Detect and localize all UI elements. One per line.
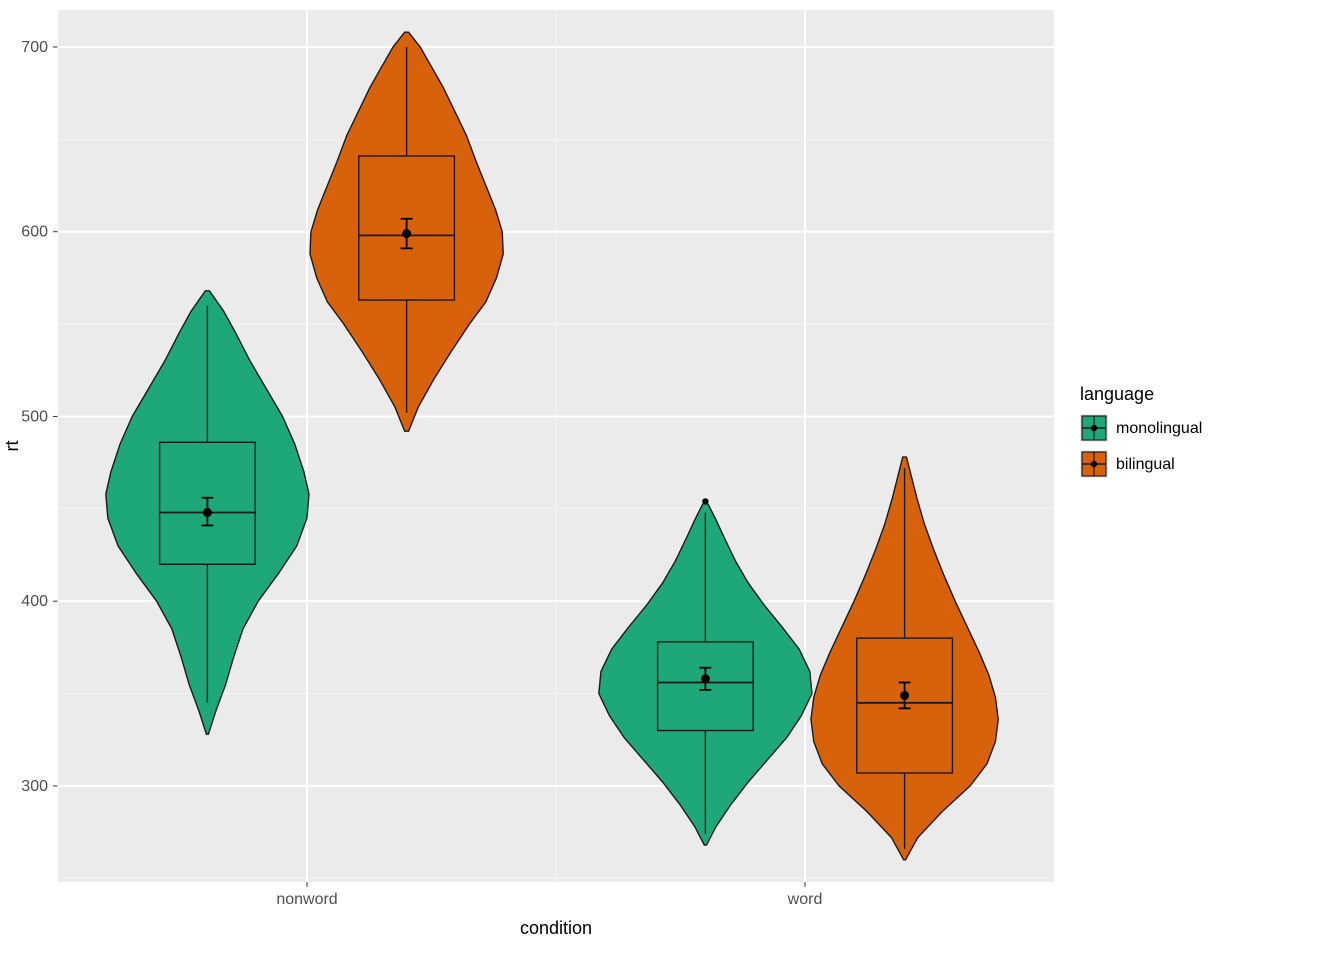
y-tick-label: 300 [21, 778, 48, 795]
x-axis-title: condition [520, 918, 592, 938]
chart-svg: 300 400 500 600 700 nonword word rt condition lan… [0, 0, 1344, 960]
outlier-point [702, 498, 708, 504]
y-tick-label: 500 [21, 408, 48, 425]
y-tick-label: 400 [21, 593, 48, 610]
violin-chart: 300 400 500 600 700 nonword word rt condition lan… [0, 0, 1344, 960]
y-axis-title: rt [2, 441, 22, 452]
x-tick-label: word [787, 891, 823, 908]
mean-point [900, 691, 909, 700]
y-tick-label: 700 [21, 39, 48, 56]
y-tick-label: 600 [21, 224, 48, 241]
x-tick-label: nonword [276, 891, 337, 908]
legend-label: bilingual [1116, 456, 1175, 473]
mean-point [402, 229, 411, 238]
mean-point [203, 508, 212, 517]
legend-label: monolingual [1116, 420, 1202, 437]
mean-point [701, 674, 710, 683]
legend-title: language [1080, 384, 1154, 404]
